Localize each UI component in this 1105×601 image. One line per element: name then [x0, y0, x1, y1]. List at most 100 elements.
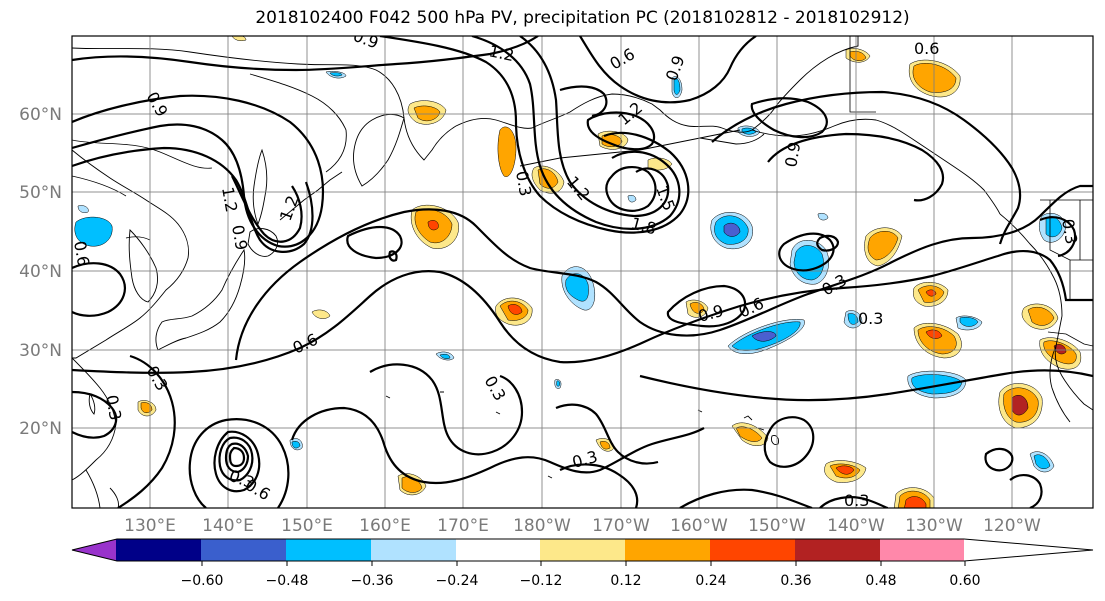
precip-blob-strong-pos: [427, 220, 439, 231]
pv-contour: [778, 232, 835, 272]
pv-contour: [188, 418, 290, 508]
lon-label: 120°W: [983, 516, 1041, 536]
contour-label: 1.2: [487, 41, 516, 65]
lat-label: 60°N: [19, 105, 62, 125]
pv-contour: [471, 36, 681, 230]
pv-contour: [117, 354, 176, 508]
contour-label: 0.9: [228, 223, 251, 251]
precip-blob-weak-neg: [77, 205, 89, 213]
coastline-taiwan: [88, 392, 96, 415]
precip-blob-neg: [556, 380, 561, 387]
coastlines: [72, 36, 1093, 508]
pv-contour: [579, 36, 757, 104]
precip-shading: [74, 36, 1082, 508]
pv-contour: [72, 36, 539, 72]
precip-blob-pos: [735, 426, 763, 442]
lon-label: 170°W: [592, 516, 650, 536]
pv-contour: [290, 406, 705, 485]
pv-contour: [711, 90, 1022, 245]
precip-blob-weak-neg: [627, 194, 637, 203]
colorbar-segment: [286, 539, 372, 561]
lat-label: 50°N: [19, 183, 62, 203]
border-china-mongolia: [72, 175, 127, 197]
coastline-hokkaido: [247, 228, 279, 257]
lon-label: 170°E: [437, 516, 489, 536]
colorbar-segment: [964, 539, 1093, 561]
precip-blob-weak-pos: [231, 36, 247, 42]
map-frame: [71, 35, 1094, 509]
lon-label: 140°E: [202, 516, 254, 536]
lon-label: 160°E: [359, 516, 411, 536]
coastline-russia-east: [72, 47, 753, 161]
coastline-philippines: [85, 469, 119, 508]
pv-contour: [234, 184, 1093, 361]
colorbar-outline: [71, 538, 1094, 562]
pv-contour: [213, 430, 261, 493]
pv-contour: [224, 442, 250, 474]
colorbar-segment: [72, 539, 117, 561]
colorbar-segment: [201, 539, 287, 561]
contour-label: 0.3: [844, 491, 869, 510]
pv-contour: [1009, 474, 1043, 508]
colorbar-segment: [116, 539, 202, 561]
pv-contour: [1039, 216, 1077, 258]
precip-blob-neg: [291, 440, 301, 449]
colorbar: −0.60 −0.48 −0.36 −0.24 −0.12 0.12 0.24 …: [71, 538, 1094, 589]
precip-blob-pos: [689, 302, 705, 314]
pv-contour: [605, 166, 657, 212]
border-us-mexico: [1047, 331, 1093, 347]
precip-blob-weak-pos: [311, 309, 331, 319]
contour-label: 0.9: [781, 140, 804, 168]
lon-label: 140°W: [827, 516, 885, 536]
coastline-us-west: [1054, 315, 1093, 411]
colorbar-tick-label: 0.12: [610, 573, 641, 589]
pv-contour: [218, 436, 254, 482]
colorbar-segment: [371, 539, 457, 561]
pv-contour: [388, 250, 398, 262]
precip-blob-pos: [867, 231, 899, 261]
lon-label: 150°E: [281, 516, 333, 536]
precip-blob-very-strong-pos: [1011, 395, 1029, 416]
colorbar-tick-label: 0.48: [865, 573, 896, 589]
pv-contour: [984, 447, 1014, 472]
precip-blob-neg: [959, 316, 979, 327]
pv-contour: [559, 85, 608, 118]
precip-blob-strong-pos: [507, 304, 523, 315]
pv-contours: [72, 36, 1093, 508]
colorbar-tick-label: 0.24: [695, 573, 726, 589]
colorbar-segment: [710, 539, 796, 561]
lat-label: 40°N: [19, 262, 62, 282]
contour-label: 0.3: [858, 309, 883, 328]
precip-blob-very-strong-pos: [1053, 344, 1067, 355]
contour-label: 1.2: [218, 185, 241, 213]
precip-blob-neg: [74, 216, 113, 247]
pv-contour: [346, 225, 403, 260]
precip-blob-pos: [140, 402, 153, 413]
precip-blob-strong-pos: [835, 465, 855, 475]
colorbar-tick-label: −0.24: [436, 573, 479, 589]
pv-contour: [763, 416, 815, 468]
pv-contour: [72, 390, 118, 439]
coastline-china: [72, 149, 189, 359]
map-title: 2018102400 F042 500 hPa PV, precipitatio…: [255, 8, 910, 28]
pv-contour: [639, 369, 1093, 402]
colorbar-segment: [625, 539, 711, 561]
pv-contour: [555, 403, 659, 465]
lon-label: 150°W: [748, 516, 806, 536]
colorbar-segment: [540, 539, 626, 561]
precip-blob-neg: [439, 353, 451, 360]
pv-contour: [228, 446, 246, 468]
pv-contour: [231, 175, 303, 243]
precip-blob-neg: [329, 72, 343, 77]
coastline-sakhalin: [252, 148, 268, 226]
colorbar-tick-label: 0.36: [780, 573, 811, 589]
latitude-labels: 60°N 50°N 40°N 30°N 20°N: [19, 105, 62, 439]
coastline-islands: [385, 391, 703, 479]
precip-blob-pos: [599, 441, 611, 450]
precip-blob-strong-neg: [751, 331, 777, 342]
pv-contour: [519, 36, 670, 218]
colorbar-tick-label: −0.48: [266, 573, 309, 589]
pv-contour: [72, 146, 314, 253]
colorbar-tick-label: −0.36: [351, 573, 394, 589]
